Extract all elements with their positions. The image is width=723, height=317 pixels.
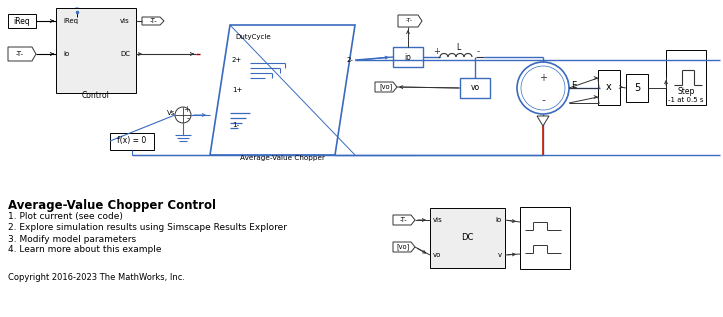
Text: DutyCycle: DutyCycle — [235, 34, 270, 40]
Bar — [598, 70, 620, 105]
Text: vis: vis — [120, 18, 130, 24]
Bar — [430, 208, 505, 268]
Bar — [393, 47, 423, 67]
Text: vis: vis — [433, 217, 442, 223]
Text: Step: Step — [677, 87, 695, 96]
Polygon shape — [375, 82, 397, 92]
Text: Io: Io — [496, 217, 502, 223]
Polygon shape — [8, 47, 36, 61]
Text: E: E — [571, 81, 577, 90]
Text: -T-: -T- — [16, 51, 24, 57]
Text: 5: 5 — [634, 83, 640, 93]
Text: [vo]: [vo] — [380, 84, 393, 90]
Text: -T-: -T- — [399, 217, 407, 223]
Text: 4. Learn more about this example: 4. Learn more about this example — [8, 245, 161, 255]
Text: 2. Explore simulation results using Simscape Results Explorer: 2. Explore simulation results using Sims… — [8, 223, 287, 232]
Text: L: L — [456, 42, 460, 51]
Text: -1 at 0.5 s: -1 at 0.5 s — [668, 97, 703, 103]
Text: -: - — [476, 48, 479, 56]
Text: Control: Control — [82, 92, 110, 100]
Polygon shape — [537, 116, 549, 126]
Circle shape — [521, 66, 565, 110]
Text: DC: DC — [120, 51, 130, 57]
Polygon shape — [210, 25, 355, 155]
Text: f(x) = 0: f(x) = 0 — [117, 137, 147, 146]
Text: 2-: 2- — [346, 57, 353, 63]
Circle shape — [517, 62, 569, 114]
Bar — [666, 50, 706, 105]
Text: +: + — [539, 73, 547, 83]
Text: x: x — [606, 82, 612, 92]
Polygon shape — [398, 15, 422, 27]
Text: Average-Value Chopper: Average-Value Chopper — [239, 155, 325, 161]
Text: vo: vo — [471, 83, 479, 93]
Text: 1+: 1+ — [232, 87, 242, 93]
Text: Vs: Vs — [167, 110, 175, 116]
Text: 3. Modify model parameters: 3. Modify model parameters — [8, 235, 136, 243]
Text: Average-Value Chopper Control: Average-Value Chopper Control — [8, 198, 216, 211]
Polygon shape — [142, 17, 164, 25]
Text: 2+: 2+ — [232, 57, 242, 63]
Circle shape — [175, 107, 191, 123]
Polygon shape — [393, 215, 415, 225]
Text: Copyright 2016-2023 The MathWorks, Inc.: Copyright 2016-2023 The MathWorks, Inc. — [8, 274, 185, 282]
Bar — [8, 14, 36, 28]
Bar — [626, 74, 648, 102]
Bar — [520, 207, 570, 269]
Text: -: - — [187, 114, 189, 124]
Text: +: + — [434, 48, 440, 56]
Text: [vo]: [vo] — [396, 244, 410, 250]
Text: 1-: 1- — [232, 122, 239, 128]
Text: -T-: -T- — [406, 18, 413, 23]
Text: +: + — [184, 106, 190, 114]
Polygon shape — [393, 242, 415, 252]
Text: v: v — [498, 252, 502, 258]
Bar — [110, 133, 154, 150]
Text: io: io — [63, 51, 69, 57]
Text: vo: vo — [433, 252, 441, 258]
Text: DC: DC — [461, 234, 473, 243]
Text: io: io — [405, 53, 411, 61]
Bar — [460, 78, 490, 98]
Text: iReq: iReq — [14, 16, 30, 25]
Text: iReq: iReq — [63, 18, 78, 24]
Text: -T-: -T- — [149, 18, 157, 24]
Text: 1. Plot current (see code): 1. Plot current (see code) — [8, 212, 123, 222]
Text: -: - — [541, 95, 545, 105]
Bar — [56, 8, 136, 93]
